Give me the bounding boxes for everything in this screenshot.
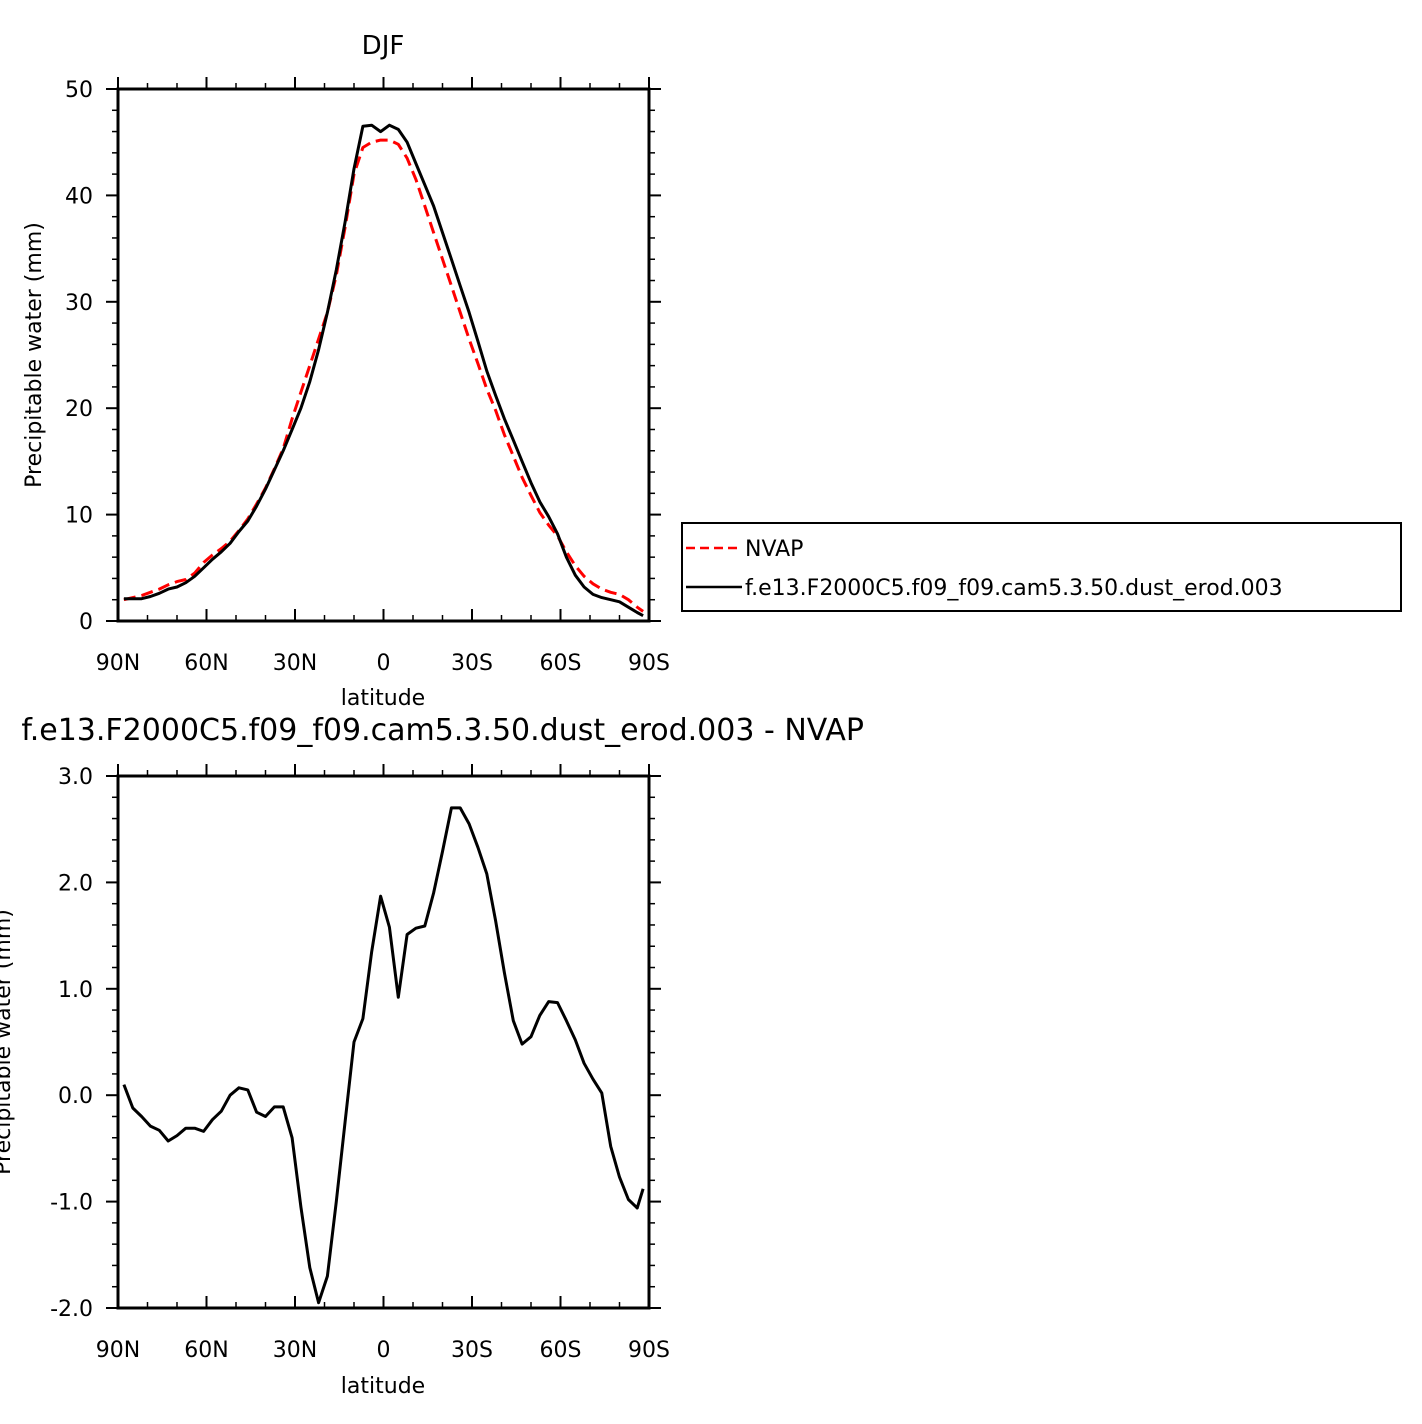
chart-title-bottom: f.e13.F2000C5.f09_f09.cam5.3.50.dust_ero… — [21, 713, 864, 748]
y-tick-label: 20 — [65, 397, 93, 422]
chart-title-top: DJF — [362, 31, 405, 61]
legend-box — [681, 522, 1402, 612]
y-tick-label: 0.0 — [58, 1084, 93, 1109]
series-line-model — [122, 806, 645, 1305]
x-axis-label-top: latitude — [341, 686, 425, 711]
plot-frame-top — [116, 87, 651, 623]
series-line-model — [123, 123, 644, 618]
x-tick-label: 90S — [628, 1338, 670, 1363]
chart-bottom-panel: f.e13.F2000C5.f09_f09.cam5.3.50.dust_ero… — [0, 713, 864, 1399]
chart-title-bottom-wrap: f.e13.F2000C5.f09_f09.cam5.3.50.dust_ero… — [21, 713, 864, 748]
x-tick-label: 30N — [273, 651, 317, 676]
y-tick-label: 3.0 — [58, 765, 93, 790]
y-tick-label: 50 — [65, 78, 93, 103]
x-tick-label: 90N — [96, 651, 140, 676]
x-tick-label: 0 — [377, 651, 391, 676]
y-tick-label: 10 — [65, 504, 93, 529]
x-tick-label: 60N — [184, 1338, 228, 1363]
x-tick-label: 90S — [628, 651, 670, 676]
y-tick-label: 1.0 — [58, 978, 93, 1003]
y-tick-label: -1.0 — [50, 1191, 93, 1216]
plot-frame-bottom — [116, 774, 651, 1310]
x-tick-label: 0 — [377, 1338, 391, 1363]
legend: NVAP f.e13.F2000C5.f09_f09.cam5.3.50.dus… — [681, 522, 1402, 612]
y-tick-label: 2.0 — [58, 871, 93, 896]
legend-label-nvap: NVAP — [745, 537, 803, 562]
x-tick-label: 60S — [540, 651, 582, 676]
y-axis-label-bottom: Precipitable water (mm) — [0, 909, 16, 1175]
x-tick-label: 90N — [96, 1338, 140, 1363]
y-tick-label: -2.0 — [50, 1297, 93, 1322]
chart-top-panel: DJF 90N 60N 30N 0 30S 60S 90S 0 10 20 30 40 50 latit… — [22, 31, 670, 711]
x-axis-label-bottom: latitude — [341, 1374, 425, 1399]
x-tick-label: 60N — [184, 651, 228, 676]
x-tick-label: 30N — [273, 1338, 317, 1363]
bottom-series-group — [122, 806, 645, 1305]
x-tick-label: 30S — [451, 1338, 493, 1363]
y-axis-label-top: Precipitable water (mm) — [22, 222, 47, 488]
legend-label-model: f.e13.F2000C5.f09_f09.cam5.3.50.dust_ero… — [745, 576, 1283, 601]
bottom-axis-ticks: 90N 60N 30N 0 30S 60S 90S -2.0 -1.0 0.0 1.0 2.0 3.0 — [50, 764, 670, 1363]
y-tick-label: 40 — [65, 184, 93, 209]
top-axis-ticks: 90N 60N 30N 0 30S 60S 90S 0 10 20 30 40 50 — [65, 77, 670, 676]
x-tick-label: 60S — [540, 1338, 582, 1363]
series-line-nvap — [123, 138, 644, 613]
y-tick-label: 0 — [79, 610, 93, 635]
x-tick-label: 30S — [451, 651, 493, 676]
y-tick-label: 30 — [65, 291, 93, 316]
top-series-group — [123, 123, 644, 618]
